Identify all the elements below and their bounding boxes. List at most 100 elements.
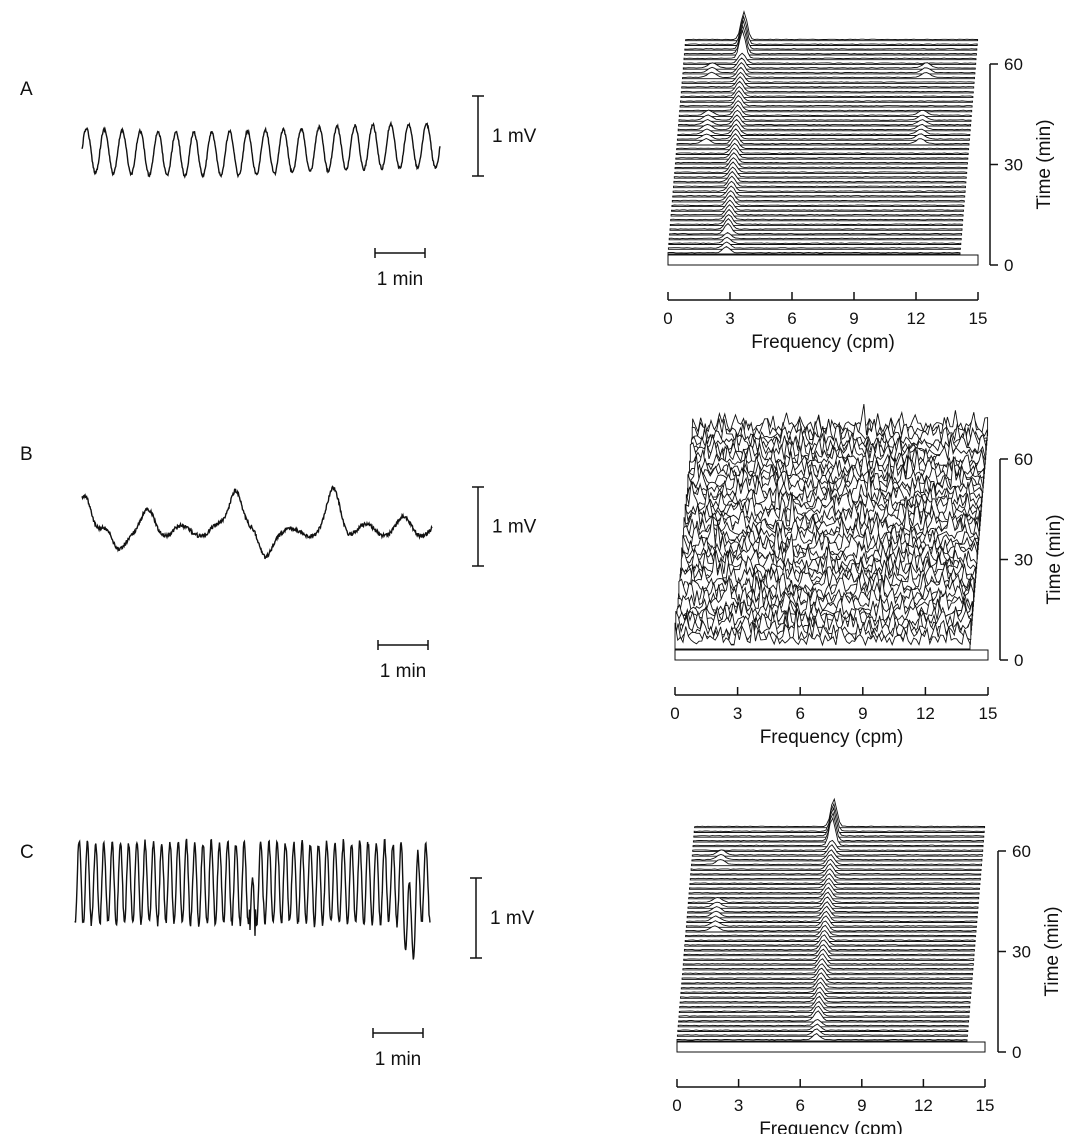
frequency-tick-label: 6: [795, 704, 804, 723]
spectrum-row: [684, 929, 976, 942]
spectrum-row: [688, 882, 980, 895]
frequency-tick-label: 15: [976, 1096, 995, 1115]
spectrum-row: [682, 953, 974, 966]
panel-c: C 1 mV 1 min 0 30 60 Time (min) 0 3 6 9 12 15 Frequen…: [20, 797, 1063, 1134]
time-scale-label: 1 min: [380, 661, 426, 682]
spectrum-base: [676, 1041, 986, 1053]
voltage-scale-label: 1 mV: [492, 126, 537, 147]
frequency-tick-label: 12: [916, 704, 935, 723]
running-spectrum: [676, 797, 986, 1053]
frequency-tick-label: 6: [787, 309, 796, 328]
running-spectrum: [674, 404, 989, 661]
spectrum-row: [685, 920, 977, 933]
spectrum-row: [681, 967, 973, 980]
panel-b: B 1 mV 1 min 0 30 60 Time (min) 0 3 6 9 12 15 Frequen…: [20, 404, 1065, 748]
spectrum-row: [689, 873, 981, 886]
frequency-axis-title: Frequency (cpm): [759, 1119, 903, 1134]
time-tick-label: 60: [1014, 450, 1033, 469]
spectrum-row: [668, 236, 962, 245]
time-scale-label: 1 min: [375, 1049, 421, 1070]
spectrum-row: [690, 863, 982, 876]
panel-label: B: [20, 444, 33, 465]
spectrum-row: [681, 972, 973, 985]
frequency-tick-label: 0: [663, 309, 672, 328]
panel-label: A: [20, 79, 33, 100]
spectrum-row: [669, 222, 963, 236]
frequency-tick-label: 12: [907, 309, 926, 328]
frequency-tick-label: 9: [858, 704, 867, 723]
spectrum-row: [693, 806, 985, 838]
time-axis-title: Time (min): [1042, 906, 1063, 996]
spectrum-row: [676, 1028, 968, 1037]
spectrum-row: [667, 245, 961, 255]
spectrum-row: [679, 991, 971, 1004]
frequency-tick-label: 12: [914, 1096, 933, 1115]
trace-line: [74, 838, 431, 960]
frequency-tick-label: 15: [979, 704, 998, 723]
time-axis-title: Time (min): [1044, 514, 1065, 604]
spectrum-row: [692, 816, 984, 848]
spectrum-row: [689, 877, 980, 890]
spectrum-row: [667, 241, 961, 250]
spectrum-row: [682, 958, 974, 971]
spectrum-row: [685, 924, 977, 938]
spectrum-row: [691, 854, 982, 867]
time-tick-label: 30: [1012, 943, 1031, 962]
spectrum-row: [694, 797, 986, 829]
spectrum-row: [677, 580, 974, 617]
spectrum-row: [682, 963, 973, 976]
trace-line: [81, 120, 441, 179]
voltage-scale-label: 1 mV: [492, 517, 537, 538]
time-tick-label: 60: [1012, 842, 1031, 861]
spectrum-row: [690, 858, 982, 871]
time-tick-label: 0: [1004, 256, 1013, 275]
spectrum-row: [685, 10, 979, 42]
frequency-axis-title: Frequency (cpm): [760, 727, 904, 748]
spectrum-row: [692, 811, 984, 843]
time-tick-label: 30: [1014, 551, 1033, 570]
frequency-tick-label: 3: [725, 309, 734, 328]
time-axis-title: Time (min): [1034, 119, 1055, 209]
spectrum-row: [674, 620, 971, 650]
spectrum-row: [680, 981, 972, 995]
frequency-tick-label: 3: [734, 1096, 743, 1115]
frequency-tick-label: 15: [969, 309, 988, 328]
spectrum-row: [676, 1033, 968, 1042]
time-tick-label: 60: [1004, 55, 1023, 74]
spectrum-row: [683, 948, 975, 961]
spectrum-row: [683, 939, 975, 952]
time-scale-label: 1 min: [377, 269, 423, 290]
frequency-tick-label: 9: [849, 309, 858, 328]
spectrum-row: [677, 1023, 969, 1032]
frequency-tick-label: 3: [733, 704, 742, 723]
spectrum-row: [689, 868, 981, 881]
frequency-tick-label: 0: [672, 1096, 681, 1115]
time-tick-label: 30: [1004, 156, 1023, 175]
spectrum-row: [668, 231, 962, 241]
frequency-axis-title: Frequency (cpm): [751, 332, 895, 353]
spectrum-row: [677, 1019, 969, 1028]
spectrum-row: [684, 934, 976, 947]
time-tick-label: 0: [1012, 1043, 1021, 1062]
running-spectrum: [667, 10, 979, 266]
spectrum-base: [674, 649, 989, 661]
spectrum-row: [683, 499, 980, 536]
frequency-tick-label: 9: [857, 1096, 866, 1115]
panel-label: C: [20, 842, 34, 863]
time-tick-label: 0: [1014, 651, 1023, 670]
spectrum-row: [680, 977, 972, 990]
spectrum-base: [667, 254, 979, 266]
spectrum-row: [683, 944, 975, 957]
spectrum-row: [679, 995, 971, 1009]
trace-line: [81, 485, 433, 560]
frequency-tick-label: 0: [670, 704, 679, 723]
spectrum-row: [693, 802, 985, 833]
spectrum-row: [678, 1000, 970, 1014]
voltage-scale-label: 1 mV: [490, 908, 535, 929]
spectrum-row: [688, 886, 980, 900]
spectrum-row: [680, 986, 971, 999]
spectrum-row: [683, 28, 977, 61]
frequency-tick-label: 6: [795, 1096, 804, 1115]
spectrum-row: [678, 1005, 970, 1018]
